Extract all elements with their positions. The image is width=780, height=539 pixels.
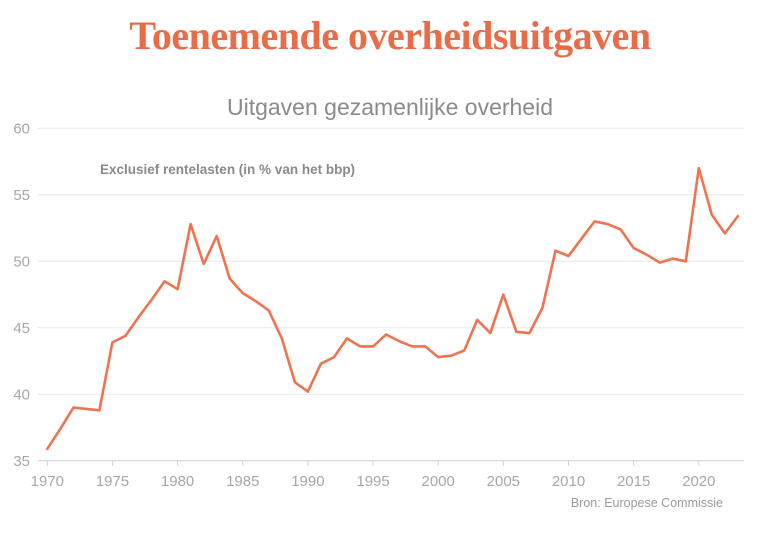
chart-subtitle: Uitgaven gezamenlijke overheid xyxy=(226,94,554,120)
svg-text:1995: 1995 xyxy=(356,473,389,490)
svg-text:35: 35 xyxy=(13,453,30,470)
svg-text:2005: 2005 xyxy=(487,473,520,490)
y-axis-labels: 35 40 45 50 55 60 xyxy=(13,120,30,470)
x-axis-labels: 1970 1975 1980 1985 1990 1995 2000 2005 2010 2015… xyxy=(31,473,716,490)
page-title: Toenemende overheidsuitgaven xyxy=(129,13,651,58)
svg-text:1990: 1990 xyxy=(291,473,324,490)
svg-text:1975: 1975 xyxy=(96,473,129,490)
x-axis-ticks xyxy=(46,460,700,466)
source-credit: Bron: Europese Commissie xyxy=(570,496,723,510)
svg-text:55: 55 xyxy=(13,187,30,204)
gridlines xyxy=(38,127,744,462)
svg-text:2015: 2015 xyxy=(617,473,650,490)
svg-text:1985: 1985 xyxy=(226,473,259,490)
svg-text:40: 40 xyxy=(13,386,30,403)
svg-text:60: 60 xyxy=(13,120,30,137)
svg-text:2010: 2010 xyxy=(552,473,585,490)
svg-text:45: 45 xyxy=(13,320,30,337)
svg-text:2000: 2000 xyxy=(422,473,455,490)
svg-text:1970: 1970 xyxy=(31,473,64,490)
svg-text:50: 50 xyxy=(13,253,30,270)
svg-text:2020: 2020 xyxy=(682,473,715,490)
chart-annotation: Exclusief rentelasten (in % van het bbp) xyxy=(100,162,356,177)
spending-line-series xyxy=(45,166,740,451)
svg-text:1980: 1980 xyxy=(161,473,194,490)
